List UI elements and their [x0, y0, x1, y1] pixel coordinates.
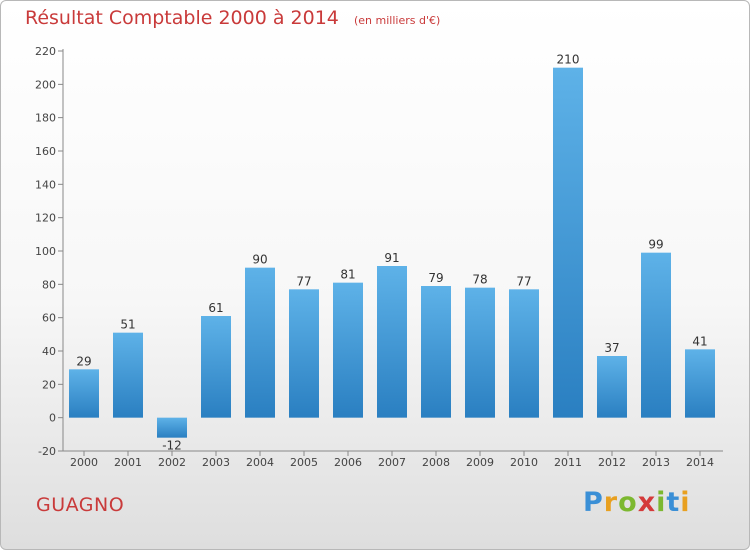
bar: [465, 287, 495, 418]
logo-letter: t: [666, 487, 681, 518]
bar: [69, 369, 99, 418]
x-tick-label: 2006: [334, 456, 362, 469]
bar-value-label: 77: [516, 274, 531, 288]
x-tick-label: 2003: [202, 456, 230, 469]
chart-title: Résultat Comptable 2000 à 2014 (en milli…: [25, 7, 440, 29]
bar-value-label: 61: [208, 301, 223, 315]
bar: [421, 286, 451, 418]
x-tick-label: 2013: [642, 456, 670, 469]
chart-bars: [69, 67, 715, 438]
bar: [113, 332, 143, 418]
y-tick-label: 220: [35, 45, 56, 58]
chart-axes: -20 0 20 40 60 80 100 120 140 160 180 200 220 2000 200…: [35, 45, 723, 469]
bar: [597, 356, 627, 418]
y-tick-label: -20: [38, 445, 56, 458]
y-tick-label: 200: [35, 78, 56, 91]
y-tick-label: 20: [42, 378, 56, 391]
bar: [157, 417, 187, 438]
logo-letter: x: [637, 487, 657, 518]
bar-value-label: 77: [296, 274, 311, 288]
bar: [641, 252, 671, 418]
y-tick-label: 140: [35, 178, 56, 191]
bar-value-label: 51: [120, 318, 135, 332]
bar: [685, 349, 715, 418]
bar-value-label: 29: [76, 354, 91, 368]
bar: [245, 267, 275, 418]
x-tick-label: 2011: [554, 456, 582, 469]
bar-value-label: 90: [252, 253, 267, 267]
bar-value-label: 99: [648, 238, 663, 252]
logo-letter: r: [603, 487, 619, 518]
logo-letter: i: [656, 487, 667, 518]
y-tick-label: 80: [42, 278, 56, 291]
chart-data-labels: 29 51 -12 61 90 77 81 91 79 78 77 210 37 99 41: [76, 53, 707, 453]
y-tick-label: 60: [42, 312, 56, 325]
proxiti-logo: Proxiti: [583, 487, 691, 518]
y-tick-label: 160: [35, 145, 56, 158]
y-tick-label: 120: [35, 212, 56, 225]
y-tick-label: 40: [42, 345, 56, 358]
y-tick-label: 180: [35, 112, 56, 125]
x-tick-label: 2009: [466, 456, 494, 469]
x-tick-label: 2008: [422, 456, 450, 469]
bar: [289, 289, 319, 418]
x-tick-label: 2007: [378, 456, 406, 469]
bar-value-label: 37: [604, 341, 619, 355]
bar: [201, 316, 231, 418]
commune-name: GUAGNO: [36, 494, 125, 516]
x-tick-label: 2002: [158, 456, 186, 469]
y-tick-label: 100: [35, 245, 56, 258]
x-tick-label: 2000: [70, 456, 98, 469]
x-tick-label: 2004: [246, 456, 274, 469]
y-tick-label: 0: [49, 412, 56, 425]
chart-title-main: Résultat Comptable 2000 à 2014: [25, 7, 339, 29]
bar-value-label: 81: [340, 268, 355, 282]
x-tick-label: 2001: [114, 456, 142, 469]
logo-letter: i: [680, 487, 691, 518]
bar-value-label: 79: [428, 271, 443, 285]
x-tick-label: 2005: [290, 456, 318, 469]
bar: [377, 266, 407, 418]
bar-value-label: 91: [384, 251, 399, 265]
bar-value-label: 210: [557, 53, 580, 67]
x-tick-label: 2010: [510, 456, 538, 469]
x-tick-label: 2014: [686, 456, 714, 469]
logo-letter: o: [618, 487, 638, 518]
bar: [509, 289, 539, 418]
chart-title-unit: (en milliers d'€): [353, 14, 441, 27]
bar: [333, 282, 363, 418]
bar: [553, 67, 583, 418]
bar-value-label: -12: [162, 439, 182, 453]
x-tick-label: 2012: [598, 456, 626, 469]
bar-value-label: 78: [472, 273, 487, 287]
logo-letter: P: [583, 487, 604, 518]
bar-value-label: 41: [692, 334, 707, 348]
